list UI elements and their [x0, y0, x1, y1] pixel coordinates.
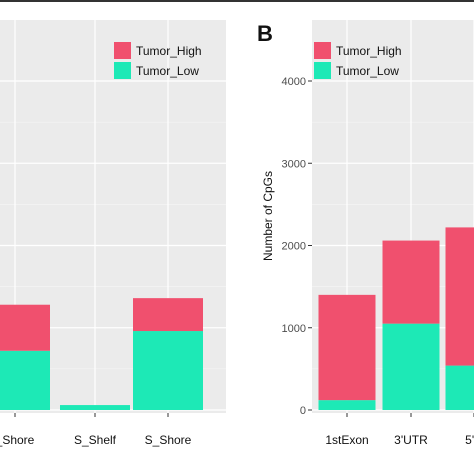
legend-label: Tumor_High [136, 44, 202, 58]
y-tick-label: 4000 [282, 76, 306, 88]
legend-swatch [114, 62, 131, 79]
bar-tumor-low [133, 331, 203, 410]
y-axis-label: Number of CpGs [261, 171, 275, 261]
top-border-rule [0, 0, 474, 2]
bar-tumor-high [445, 227, 474, 366]
x-tick-label: _Shore [0, 433, 35, 447]
y-tick-label: 2000 [282, 241, 306, 253]
bar-tumor-low [445, 365, 474, 410]
bar-tumor-high [0, 304, 50, 351]
x-tick-label: 5'U [465, 433, 474, 447]
y-tick-label: 0 [300, 405, 306, 417]
x-tick-label: S_Shore [145, 433, 192, 447]
legend-label: Tumor_High [336, 44, 402, 58]
x-tick-label: S_Shelf [74, 433, 117, 447]
bar-tumor-low [0, 350, 50, 410]
legend-swatch [314, 42, 331, 59]
y-tick-label: 3000 [282, 158, 306, 170]
bar-tumor-high [133, 298, 203, 332]
x-tick-label: 3'UTR [394, 433, 428, 447]
legend-label: Tumor_Low [336, 64, 399, 78]
x-tick-label: 1stExon [325, 433, 368, 447]
legend-label: Tumor_Low [136, 64, 199, 78]
legend-swatch [314, 62, 331, 79]
y-tick-label: 1000 [282, 323, 306, 335]
bar-tumor-low [60, 405, 130, 410]
legend-swatch [114, 42, 131, 59]
bar-tumor-high [318, 294, 376, 401]
panel-label: B [257, 21, 273, 46]
bar-tumor-high [382, 240, 440, 324]
bar-tumor-low [382, 323, 440, 410]
bar-tumor-low [318, 400, 376, 410]
